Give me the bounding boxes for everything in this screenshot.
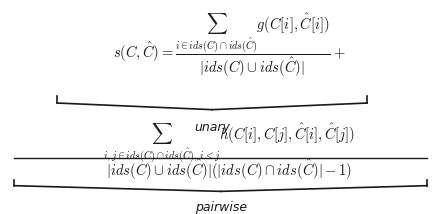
Text: unary: unary [194, 121, 230, 134]
Text: $|ids(C) \cup ids(\hat{C})|(|ids(C) \cap ids(\hat{C})| - 1)$: $|ids(C) \cup ids(\hat{C})|(|ids(C) \cap… [107, 157, 352, 182]
Text: $\sum_{i,j\in ids(C)\cap ids(\hat{C}),\, i<j} h(C[i],C[j],\hat{C}[i],\hat{C}[j]): $\sum_{i,j\in ids(C)\cap ids(\hat{C}),\,… [103, 121, 355, 165]
Text: pairwise: pairwise [195, 201, 247, 214]
Text: $s(C,\hat{C}) = \dfrac{\sum_{i\in ids(C)\cap ids(\hat{C})} g(C[i], \hat{C}[i])}{: $s(C,\hat{C}) = \dfrac{\sum_{i\in ids(C)… [113, 11, 346, 79]
